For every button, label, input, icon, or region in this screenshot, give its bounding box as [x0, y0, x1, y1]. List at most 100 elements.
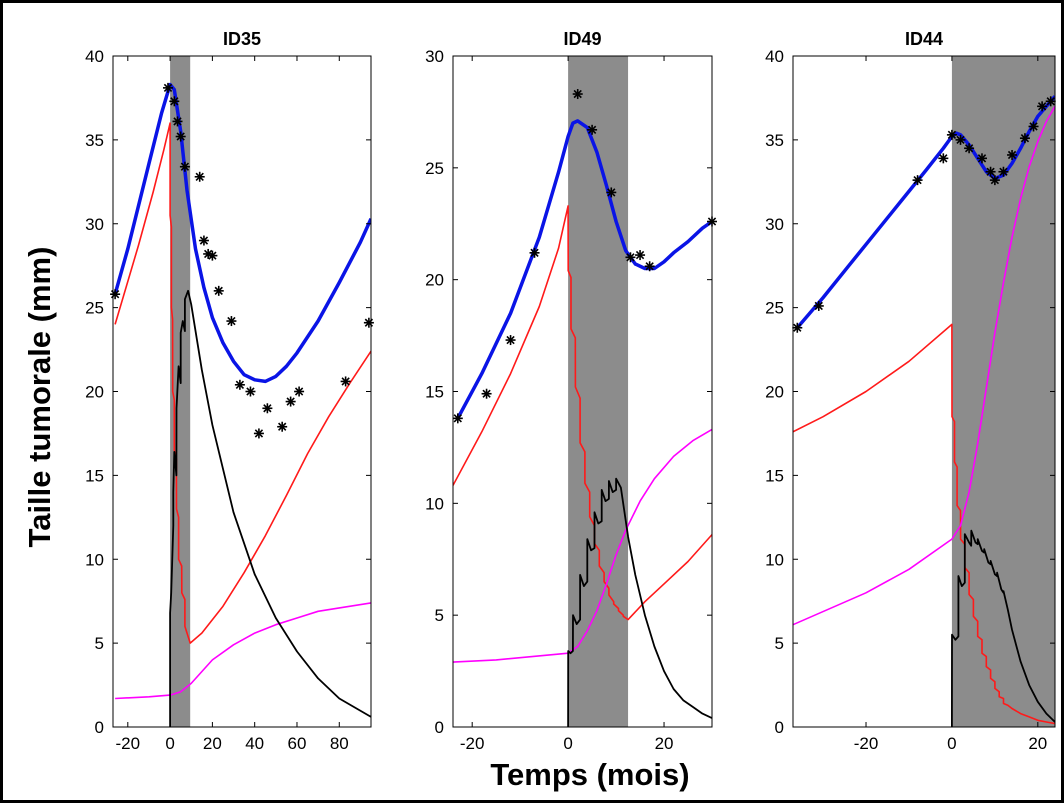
x-tick-label: -20 — [854, 734, 879, 753]
y-tick-label: 35 — [85, 131, 104, 150]
observation-point — [792, 322, 803, 333]
observation-point — [198, 235, 209, 246]
observation-point — [175, 131, 186, 142]
y-tick-label: 30 — [765, 215, 784, 234]
panel-title: ID35 — [223, 29, 261, 49]
observation-point — [955, 134, 966, 145]
y-tick-label: 10 — [85, 550, 104, 569]
observation-point — [481, 388, 492, 399]
observation-point — [162, 82, 173, 93]
y-tick-label: 20 — [765, 383, 784, 402]
y-tick-label: 15 — [425, 383, 444, 402]
observation-point — [213, 285, 224, 296]
black-curve — [567, 477, 712, 727]
fit-curve — [113, 82, 371, 384]
x-tick-label: 20 — [655, 734, 674, 753]
observation-point — [1028, 121, 1039, 132]
observation-point — [946, 129, 957, 140]
observation-point — [169, 96, 180, 107]
observation-point — [1045, 96, 1056, 107]
observation-point — [635, 250, 646, 261]
y-tick-label: 0 — [435, 718, 444, 737]
observation-point — [938, 153, 949, 164]
x-tick-label: -20 — [116, 734, 141, 753]
observation-point — [340, 376, 351, 387]
y-tick-label: 5 — [775, 634, 784, 653]
observation-point — [110, 289, 121, 300]
y-axis-label: Taille tumorale (mm) — [22, 247, 57, 548]
magenta-curve — [453, 428, 712, 663]
x-tick-label: 40 — [245, 734, 264, 753]
observation-point — [985, 166, 996, 177]
observation-point — [989, 175, 1000, 186]
observation-point — [226, 316, 237, 327]
y-tick-label: 15 — [85, 466, 104, 485]
observation-point — [172, 116, 183, 127]
panel-id35: -20 0 20 40 60 80 0 5 10 15 20 25 30 35 40 ID35 — [85, 29, 374, 753]
observation-point — [644, 261, 655, 272]
red-curve — [793, 323, 1055, 725]
observation-point — [207, 250, 218, 261]
panel-title: ID44 — [905, 29, 943, 49]
y-tick-label: 25 — [85, 299, 104, 318]
observation-point — [1019, 133, 1030, 144]
y-tick-label: 30 — [425, 47, 444, 66]
y-tick-label: 0 — [95, 718, 104, 737]
observation-point — [505, 335, 516, 346]
observation-point — [179, 161, 190, 172]
observation-point — [452, 413, 463, 424]
y-tick-label: 5 — [95, 634, 104, 653]
x-tick-label: 0 — [165, 734, 174, 753]
x-tick-label: 0 — [947, 734, 956, 753]
y-tick-label: 5 — [435, 606, 444, 625]
y-tick-label: 40 — [765, 47, 784, 66]
x-tick-label: 20 — [1028, 734, 1047, 753]
observation-point — [234, 379, 245, 390]
observation-point — [277, 421, 288, 432]
y-tick-label: 35 — [765, 131, 784, 150]
y-tick-label: 10 — [425, 494, 444, 513]
y-tick-label: 10 — [765, 550, 784, 569]
y-tick-label: 20 — [85, 383, 104, 402]
y-tick-label: 25 — [765, 299, 784, 318]
x-tick-label: 0 — [563, 734, 572, 753]
x-axis-label: Temps (mois) — [490, 757, 689, 792]
magenta-curve — [115, 602, 371, 700]
observation-point — [245, 386, 256, 397]
x-tick-label: -20 — [460, 734, 485, 753]
observation-point — [262, 403, 273, 414]
observation-point — [285, 396, 296, 407]
y-tick-label: 30 — [85, 215, 104, 234]
red-curve — [114, 122, 371, 644]
panel-title: ID49 — [563, 29, 601, 49]
black-curve — [951, 529, 1055, 727]
panel-id44: -20 0 20 0 5 10 15 20 25 30 35 40 ID44 — [765, 29, 1056, 753]
y-tick-label: 25 — [425, 159, 444, 178]
observation-point — [813, 300, 824, 311]
panel-id49: -20 0 20 0 5 10 15 20 25 30 ID49 — [425, 29, 717, 753]
observation-point — [1037, 101, 1048, 112]
treatment-band — [170, 56, 191, 727]
treatment-band — [951, 56, 1055, 727]
observation-point — [1007, 149, 1018, 160]
y-tick-label: 20 — [425, 271, 444, 290]
observation-point — [294, 386, 305, 397]
panels: -20 0 20 40 60 80 0 5 10 15 20 25 30 35 40 ID35 -20 0 20 0 5… — [85, 29, 1056, 753]
observation-point — [998, 166, 1009, 177]
y-tick-label: 0 — [775, 718, 784, 737]
observation-point — [363, 317, 374, 328]
observation-point — [194, 171, 205, 182]
magenta-curve — [793, 105, 1055, 626]
observation-point — [976, 153, 987, 164]
observation-point — [253, 428, 264, 439]
y-tick-label: 15 — [765, 466, 784, 485]
observation-point — [964, 143, 975, 154]
x-tick-label: 80 — [330, 734, 349, 753]
observation-point — [606, 187, 617, 198]
fit-curve — [456, 119, 712, 420]
x-tick-label: 60 — [288, 734, 307, 753]
black-curve — [169, 289, 371, 727]
observation-point — [572, 89, 583, 100]
